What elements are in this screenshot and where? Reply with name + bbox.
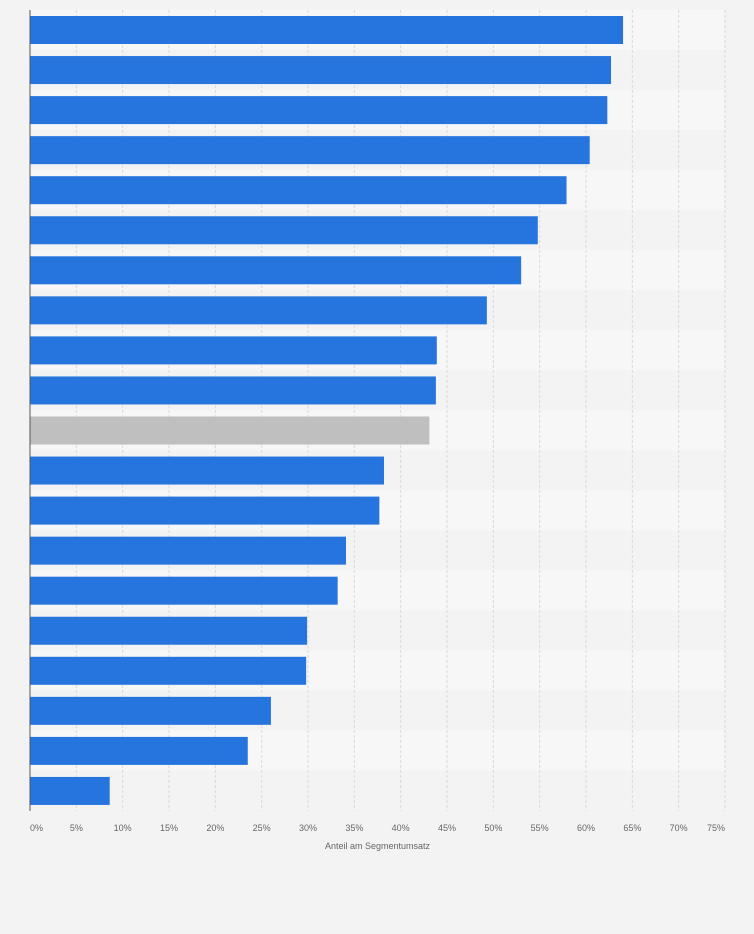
row-band — [30, 770, 725, 811]
bar — [30, 456, 384, 485]
bar — [30, 56, 612, 85]
x-tick-label: 70% — [670, 823, 688, 833]
x-tick-label: 0% — [30, 823, 43, 833]
bar — [30, 656, 307, 685]
bar — [30, 176, 567, 205]
x-tick-label: 35% — [345, 823, 363, 833]
bar — [30, 296, 487, 325]
x-tick-label: 60% — [577, 823, 595, 833]
bar — [30, 536, 346, 565]
x-tick-label: 40% — [392, 823, 410, 833]
bar — [30, 416, 430, 445]
x-tick-label: 5% — [70, 823, 83, 833]
x-tick-label: 75% — [707, 823, 725, 833]
bar — [30, 376, 436, 405]
x-tick-label: 15% — [160, 823, 178, 833]
x-tick-label: 45% — [438, 823, 456, 833]
bar — [30, 496, 380, 525]
bar — [30, 256, 522, 285]
x-tick-label: 10% — [114, 823, 132, 833]
bars — [30, 16, 624, 805]
x-tick-label: 55% — [531, 823, 549, 833]
bar — [30, 576, 338, 605]
bar — [30, 96, 608, 125]
bar — [30, 336, 437, 365]
bar — [30, 136, 590, 165]
x-tick-labels: 0% 5% 10% 15% 20% 25% 30% 35% 40% 45% 50% 55% 60% 65%… — [30, 823, 725, 833]
bar — [30, 16, 624, 44]
x-tick-label: 25% — [253, 823, 271, 833]
bar — [30, 736, 248, 765]
bar — [30, 216, 538, 245]
bar — [30, 696, 271, 725]
bar — [30, 616, 308, 645]
x-tick-label: 20% — [206, 823, 224, 833]
bar — [30, 776, 110, 805]
x-axis-title: Anteil am Segmentumsatz — [325, 841, 431, 851]
x-tick-label: 30% — [299, 823, 317, 833]
x-tick-label: 65% — [623, 823, 641, 833]
row-bands — [30, 10, 725, 811]
x-tick-label: 50% — [484, 823, 502, 833]
